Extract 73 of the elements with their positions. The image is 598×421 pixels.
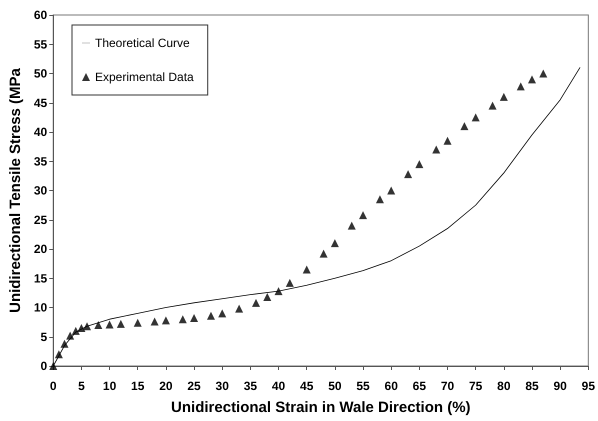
point	[106, 320, 114, 328]
point	[500, 92, 508, 101]
y-tick-label: 25	[34, 212, 48, 227]
y-tick-label: 55	[34, 37, 48, 52]
point	[404, 170, 412, 178]
point	[134, 318, 142, 327]
x-tick-label: 15	[131, 379, 145, 393]
point	[488, 102, 497, 110]
point	[206, 312, 215, 320]
y-tick-label: 10	[34, 300, 48, 314]
x-tick-label: 25	[187, 379, 202, 393]
x-tick-label: 20	[159, 379, 173, 393]
x-tick-label: 50	[328, 379, 342, 393]
point	[432, 146, 440, 154]
point	[54, 350, 63, 358]
point	[387, 186, 396, 194]
point	[376, 195, 384, 204]
y-tick-label: 45	[34, 96, 48, 110]
point	[539, 70, 548, 78]
point	[330, 239, 339, 248]
point	[235, 304, 244, 313]
x-tick-label: 5	[78, 379, 86, 393]
y-tick-label: 20	[34, 242, 48, 256]
point	[162, 316, 170, 324]
point	[274, 287, 283, 296]
x-tick-label: 80	[497, 379, 511, 393]
point	[190, 314, 198, 322]
point	[320, 250, 328, 258]
y-tick-label: 35	[34, 154, 48, 168]
y-tick-label: 60	[34, 8, 48, 22]
x-tick-label: 40	[272, 379, 286, 393]
point	[472, 113, 480, 122]
x-tick-label: 35	[244, 379, 258, 393]
point	[359, 211, 368, 220]
x-tick-label: 95	[582, 379, 596, 393]
point	[516, 82, 525, 90]
x-tick-label: 10	[102, 379, 117, 393]
y-tick-label: 5	[40, 330, 48, 344]
point	[150, 318, 159, 326]
y-tick-label: 50	[34, 66, 48, 80]
legend-label: Experimental Data	[95, 70, 194, 84]
y-tick-label: 40	[34, 125, 48, 139]
x-tick-label: 30	[216, 379, 230, 393]
x-tick-label: 90	[553, 379, 568, 393]
x-axis-title: Unidirectional Strain in Wale Direction (%)	[171, 399, 471, 416]
x-tick-label: 70	[440, 379, 455, 393]
x-tick-label: 45	[300, 379, 314, 393]
point	[60, 340, 69, 348]
y-tick-label: 15	[34, 271, 48, 286]
x-tick-label: 0	[50, 379, 57, 393]
x-tick-label: 60	[384, 379, 398, 393]
point	[348, 222, 356, 230]
x-tick-label: 85	[525, 379, 539, 393]
point	[49, 362, 58, 370]
point	[263, 292, 272, 301]
point	[302, 265, 311, 274]
x-tick-label: 55	[356, 379, 370, 393]
legend-label: Theoretical Curve	[95, 36, 190, 50]
point	[94, 321, 102, 330]
point	[252, 298, 260, 307]
y-tick-label: 30	[34, 184, 48, 198]
y-axis-title: Unidirectional Tensile Stress (MPa	[7, 67, 24, 313]
y-tick-label: 0	[40, 359, 48, 373]
point	[218, 309, 226, 318]
point	[444, 136, 452, 145]
point	[116, 320, 125, 328]
point	[178, 315, 187, 324]
x-tick-label: 75	[469, 379, 483, 393]
point	[286, 278, 294, 287]
x-tick-label: 65	[412, 379, 426, 393]
point	[415, 160, 424, 168]
point	[460, 122, 468, 130]
point	[528, 75, 536, 84]
